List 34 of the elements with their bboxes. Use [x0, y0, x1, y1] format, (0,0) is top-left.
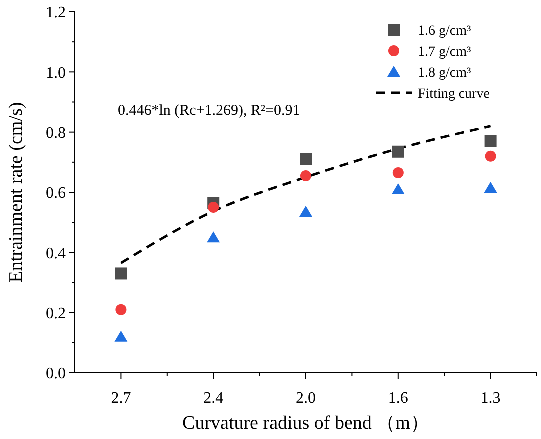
- legend-label: 1.7 g/cm³: [418, 44, 472, 60]
- x-axis-title: Curvature radius of bend （m）: [182, 413, 430, 434]
- point: [115, 268, 128, 280]
- point: [392, 146, 404, 158]
- y-tick-label: 0.4: [46, 245, 66, 262]
- y-tick-label: 0.0: [46, 366, 66, 383]
- x-tick-label: 2.7: [111, 390, 132, 407]
- point: [484, 182, 498, 193]
- point: [300, 153, 312, 166]
- legend-label: 1.6 g/cm³: [418, 24, 472, 39]
- x-tick-label: 1.3: [480, 390, 501, 407]
- y-tick-label: 0.6: [46, 185, 66, 202]
- point: [485, 150, 496, 162]
- legend-label: Fitting curve: [418, 86, 490, 102]
- y-axis-title: Entrainment rate (cm/s): [6, 102, 27, 283]
- point: [207, 232, 220, 243]
- point: [392, 167, 404, 178]
- point: [114, 330, 128, 342]
- y-tick-label: 0.8: [46, 124, 66, 142]
- y-tick-label: 1.2: [46, 4, 66, 22]
- y-tick-label: 0.2: [46, 305, 66, 322]
- line-series: [120, 125, 492, 264]
- x-tick-label: 2.0: [296, 390, 316, 407]
- legend-label: 1.8 g/cm³: [418, 66, 472, 81]
- y-tick-label: 1.0: [46, 64, 66, 82]
- x-tick-label: 1.6: [388, 390, 408, 407]
- annotation: 0.446*ln (Rc+1.269), R²=0.91: [118, 103, 300, 119]
- point: [484, 135, 497, 148]
- point: [392, 183, 405, 194]
- point: [300, 206, 312, 218]
- point: [116, 304, 127, 316]
- point: [300, 170, 312, 182]
- point: [208, 202, 220, 214]
- x-tick-label: 2.4: [204, 390, 224, 407]
